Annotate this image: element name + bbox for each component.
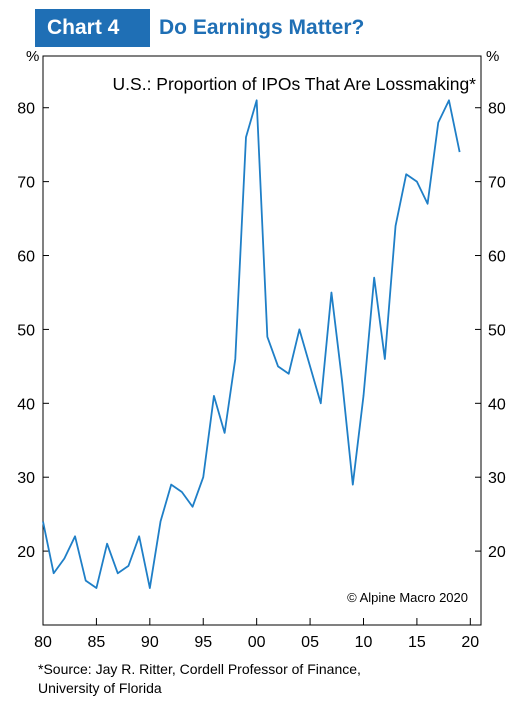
plot-title: U.S.: Proportion of IPOs That Are Lossma…	[113, 74, 477, 94]
data-point	[74, 535, 76, 537]
data-point	[266, 336, 268, 338]
y-unit-left: %	[26, 48, 39, 65]
data-point	[202, 476, 204, 478]
data-point	[138, 535, 140, 537]
data-point	[117, 572, 119, 574]
data-point	[395, 225, 397, 227]
y-tick-label-right: 20	[488, 544, 506, 561]
y-tick-label-right: 30	[488, 470, 506, 487]
y-tick-label-left: 80	[17, 101, 35, 118]
plot-frame	[42, 55, 482, 626]
data-point	[362, 395, 364, 397]
data-point	[405, 173, 407, 175]
data-point	[298, 328, 300, 330]
y-tick-label-left: 50	[17, 322, 35, 339]
data-point	[416, 181, 418, 183]
data-point	[53, 572, 55, 574]
data-point	[42, 521, 44, 523]
y-tick-label-right: 70	[488, 175, 506, 192]
data-point	[320, 402, 322, 404]
y-tick-label-left: 20	[17, 544, 35, 561]
data-point	[213, 395, 215, 397]
data-point	[224, 432, 226, 434]
chart-heading: Do Earnings Matter?	[159, 16, 365, 39]
x-tick-label: 90	[141, 634, 159, 651]
data-point	[437, 122, 439, 124]
y-tick-label-left: 60	[17, 249, 35, 266]
y-tick-label-left: 40	[17, 396, 35, 413]
data-point	[309, 365, 311, 367]
x-tick-label: 95	[194, 634, 212, 651]
y-tick-label-right: 80	[488, 101, 506, 118]
data-point	[341, 380, 343, 382]
source-line-1: *Source: Jay R. Ritter, Cordell Professo…	[38, 661, 361, 677]
copyright-annotation: © Alpine Macro 2020	[347, 590, 468, 605]
x-axis: 80 85 90 95 00 05 10 15 20	[34, 618, 479, 651]
y-axis-left: 20 30 40 50 60 70 80	[17, 101, 49, 561]
series-line	[42, 99, 461, 589]
data-point	[373, 277, 375, 279]
data-point	[160, 521, 162, 523]
source-line-2: University of Florida	[38, 680, 162, 696]
data-point	[256, 99, 258, 101]
x-tick-label: 05	[301, 634, 319, 651]
data-point	[85, 580, 87, 582]
data-point	[170, 484, 172, 486]
data-point	[106, 543, 108, 545]
x-tick-label: 85	[88, 634, 106, 651]
data-point	[245, 136, 247, 138]
y-tick-label-right: 40	[488, 396, 506, 413]
data-point	[384, 358, 386, 360]
data-points	[42, 99, 461, 589]
data-point	[192, 506, 194, 508]
x-tick-label: 10	[355, 634, 373, 651]
y-tick-label-left: 70	[17, 175, 35, 192]
data-point	[234, 358, 236, 360]
x-tick-label: 20	[461, 634, 479, 651]
data-point	[459, 151, 461, 153]
data-point	[352, 484, 354, 486]
x-tick-label: 00	[248, 634, 266, 651]
plot-border	[42, 55, 482, 626]
source-note: *Source: Jay R. Ritter, Cordell Professo…	[38, 660, 508, 698]
y-tick-label-right: 50	[488, 322, 506, 339]
x-tick-label: 80	[34, 634, 52, 651]
data-point	[330, 291, 332, 293]
y-tick-label-right: 60	[488, 249, 506, 266]
chart-number-badge: Chart 4	[35, 9, 150, 47]
data-point	[127, 565, 129, 567]
data-point	[288, 373, 290, 375]
data-point	[427, 203, 429, 205]
x-tick-label: 15	[408, 634, 426, 651]
data-point	[95, 587, 97, 589]
data-point	[448, 99, 450, 101]
data-point	[63, 557, 65, 559]
y-axis-right: 20 30 40 50 60 70 80	[475, 101, 506, 561]
y-unit-right: %	[486, 48, 499, 65]
chart-header: Chart 4 Do Earnings Matter?	[35, 9, 515, 47]
data-point	[149, 587, 151, 589]
data-point	[277, 365, 279, 367]
data-point	[181, 491, 183, 493]
y-tick-label-left: 30	[17, 470, 35, 487]
